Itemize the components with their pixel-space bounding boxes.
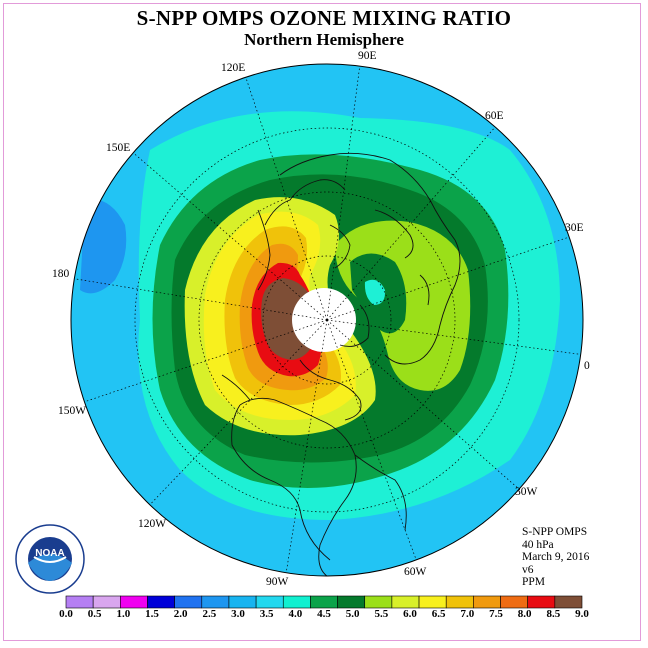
colorbar-tick-label: 8.5 <box>546 608 561 620</box>
noaa-logo-text: NOAA <box>35 548 64 559</box>
noaa-logo: NOAA <box>15 524 85 594</box>
lon-label-180: 180 <box>52 268 70 280</box>
colorbar-tick-label: 3.0 <box>231 608 245 620</box>
colorbar-tick-label: 3.5 <box>259 608 274 620</box>
info-version: v6 <box>522 563 534 576</box>
colorbar-tick-label: 4.0 <box>288 608 303 620</box>
lon-label-120w: 120W <box>138 518 167 530</box>
meridian-grid <box>71 64 583 576</box>
lon-label-90e: 90E <box>358 50 377 62</box>
info-instrument: S-NPP OMPS <box>522 526 588 538</box>
lon-label-60w: 60W <box>404 566 427 578</box>
info-date: March 9, 2016 <box>522 551 590 564</box>
lon-label-150w: 150W <box>58 405 87 417</box>
colorbar-tick-label: 2.5 <box>202 608 217 620</box>
colorbar-tick-label: 6.0 <box>403 608 417 620</box>
map-outline <box>70 63 584 577</box>
colorbar-tick-label: 5.0 <box>345 608 360 620</box>
ozone-low-patch <box>80 199 127 294</box>
colorbar-tick-label: 0.5 <box>87 608 102 620</box>
colorbar-tick-label: 2.0 <box>173 608 188 620</box>
latitude-grid <box>134 127 520 513</box>
coastlines <box>221 152 461 576</box>
lon-label-0: 0 <box>584 360 590 372</box>
colorbar-swatch <box>391 595 420 609</box>
colorbar-tick-label: 0.0 <box>59 608 73 620</box>
colorbar-swatch <box>92 595 121 609</box>
colorbar-swatch <box>418 595 447 609</box>
colorbar-swatch <box>120 595 148 609</box>
colorbar-swatch <box>500 595 528 609</box>
colorbar-tick-label: 4.5 <box>317 608 331 620</box>
colorbar-swatch <box>228 595 257 609</box>
colorbar-tick-label: 6.5 <box>431 608 446 620</box>
colorbar-swatch <box>310 595 338 609</box>
colorbar-swatch <box>527 595 556 609</box>
colorbar-swatch <box>147 595 175 609</box>
lon-label-30e: 30E <box>565 222 584 234</box>
colorbar-swatch <box>337 595 366 609</box>
info-block: S-NPP OMPS 40 hPa March 9, 2016 v6 PPM <box>522 526 589 589</box>
colorbar-swatch <box>445 595 474 609</box>
lon-label-60e: 60E <box>485 110 504 122</box>
lon-label-120e: 120E <box>221 62 246 74</box>
colorbar-tick-label: 7.0 <box>460 608 475 620</box>
colorbar-tick-label: 9.0 <box>575 608 589 620</box>
lon-label-90w: 90W <box>266 576 289 588</box>
image-frame <box>3 3 641 641</box>
map-subtitle: Northern Hemisphere <box>244 30 404 49</box>
colorbar-swatch <box>174 595 203 609</box>
colorbar-swatch <box>65 595 94 609</box>
ozone-cyan-hole <box>364 279 386 305</box>
colorbar-swatch <box>554 595 583 609</box>
colorbar-tick-label: 5.5 <box>374 608 389 620</box>
colorbar-swatch <box>364 595 393 609</box>
colorbar-swatch <box>282 595 311 609</box>
lon-label-30w: 30W <box>515 486 538 498</box>
colorbar-swatch <box>255 595 284 609</box>
colorbar-swatch <box>201 595 230 609</box>
colorbar-tick-label: 1.0 <box>116 608 131 620</box>
colorbar-tick-label: 1.5 <box>145 608 159 620</box>
colorbar-tick-label: 8.0 <box>517 608 532 620</box>
colorbar-swatch <box>473 595 501 609</box>
colorbar-tick-label: 7.5 <box>489 608 503 620</box>
map-title: S-NPP OMPS OZONE MIXING RATIO <box>136 6 512 30</box>
lon-label-150e: 150E <box>106 142 131 154</box>
info-level: 40 hPa <box>522 538 554 551</box>
info-units: PPM <box>522 576 546 589</box>
